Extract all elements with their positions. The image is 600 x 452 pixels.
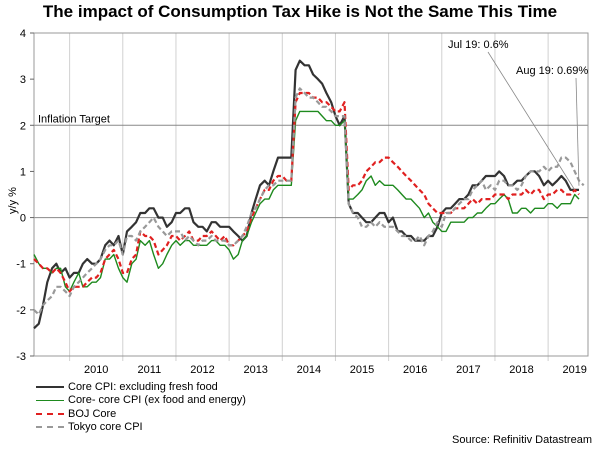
legend-swatch	[36, 399, 64, 401]
y-tick-label: -3	[16, 351, 26, 363]
legend-label: BOJ Core	[68, 407, 117, 420]
annotation-layer: Inflation Target Jul 19: 0.6% Aug 19: 0.69…	[38, 39, 588, 191]
legend-label: Core- core CPI (ex food and energy)	[68, 394, 246, 407]
inflation-target-label: Inflation Target	[38, 113, 110, 125]
source-note: Source: Refinitiv Datastream	[452, 434, 592, 446]
annotation-label: Aug 19: 0.69%	[516, 65, 588, 77]
x-tick-label: 2019	[562, 364, 586, 376]
annotation-label: Jul 19: 0.6%	[448, 39, 509, 51]
x-tick-label: 2013	[243, 364, 267, 376]
x-tick-label: 2014	[297, 364, 321, 376]
annotation-leader	[487, 51, 576, 191]
series-line-3	[33, 91, 580, 293]
x-tick-label: 2010	[84, 364, 108, 376]
annotation-leader	[575, 77, 580, 186]
x-tick-label: 2012	[190, 364, 214, 376]
legend-item: Tokyo core CPI	[36, 421, 246, 435]
legend-label: Tokyo core CPI	[68, 421, 143, 434]
y-tick-label: 2	[20, 120, 26, 132]
x-tick-label: 2016	[403, 364, 427, 376]
x-tick-label: 2018	[509, 364, 533, 376]
gridlines	[34, 33, 588, 361]
series-layer	[33, 59, 585, 330]
y-tick-label: 4	[20, 28, 26, 40]
y-tick-label: 3	[20, 74, 26, 86]
series-line-2	[33, 110, 580, 293]
y-tick-label: -1	[16, 259, 26, 271]
legend-label: Core CPI: excluding fresh food	[68, 380, 218, 393]
axes: 2010 2011 2012 2013 2014 2015 2016 2017 2018 2019…	[7, 28, 589, 376]
series-line-4	[33, 87, 585, 316]
series-line-1	[33, 59, 579, 330]
y-tick-label: 1	[20, 166, 26, 178]
legend-swatch	[36, 385, 64, 388]
legend: Core CPI: excluding fresh food Core- core…	[36, 380, 246, 434]
x-tick-label: 2015	[350, 364, 374, 376]
legend-swatch	[36, 426, 64, 429]
x-tick-label: 2011	[138, 364, 162, 376]
plot-frame	[33, 32, 589, 357]
legend-swatch	[36, 412, 64, 415]
legend-item: Core- core CPI (ex food and energy)	[36, 394, 246, 408]
y-tick-label: -2	[16, 305, 26, 317]
y-axis-label: y/y %	[7, 187, 19, 214]
legend-item: Core CPI: excluding fresh food	[36, 380, 246, 394]
x-tick-label: 2017	[456, 364, 480, 376]
y-tick-label: 0	[20, 213, 26, 225]
legend-item: BOJ Core	[36, 407, 246, 421]
chart-title: The impact of Consumption Tax Hike is No…	[42, 2, 558, 21]
